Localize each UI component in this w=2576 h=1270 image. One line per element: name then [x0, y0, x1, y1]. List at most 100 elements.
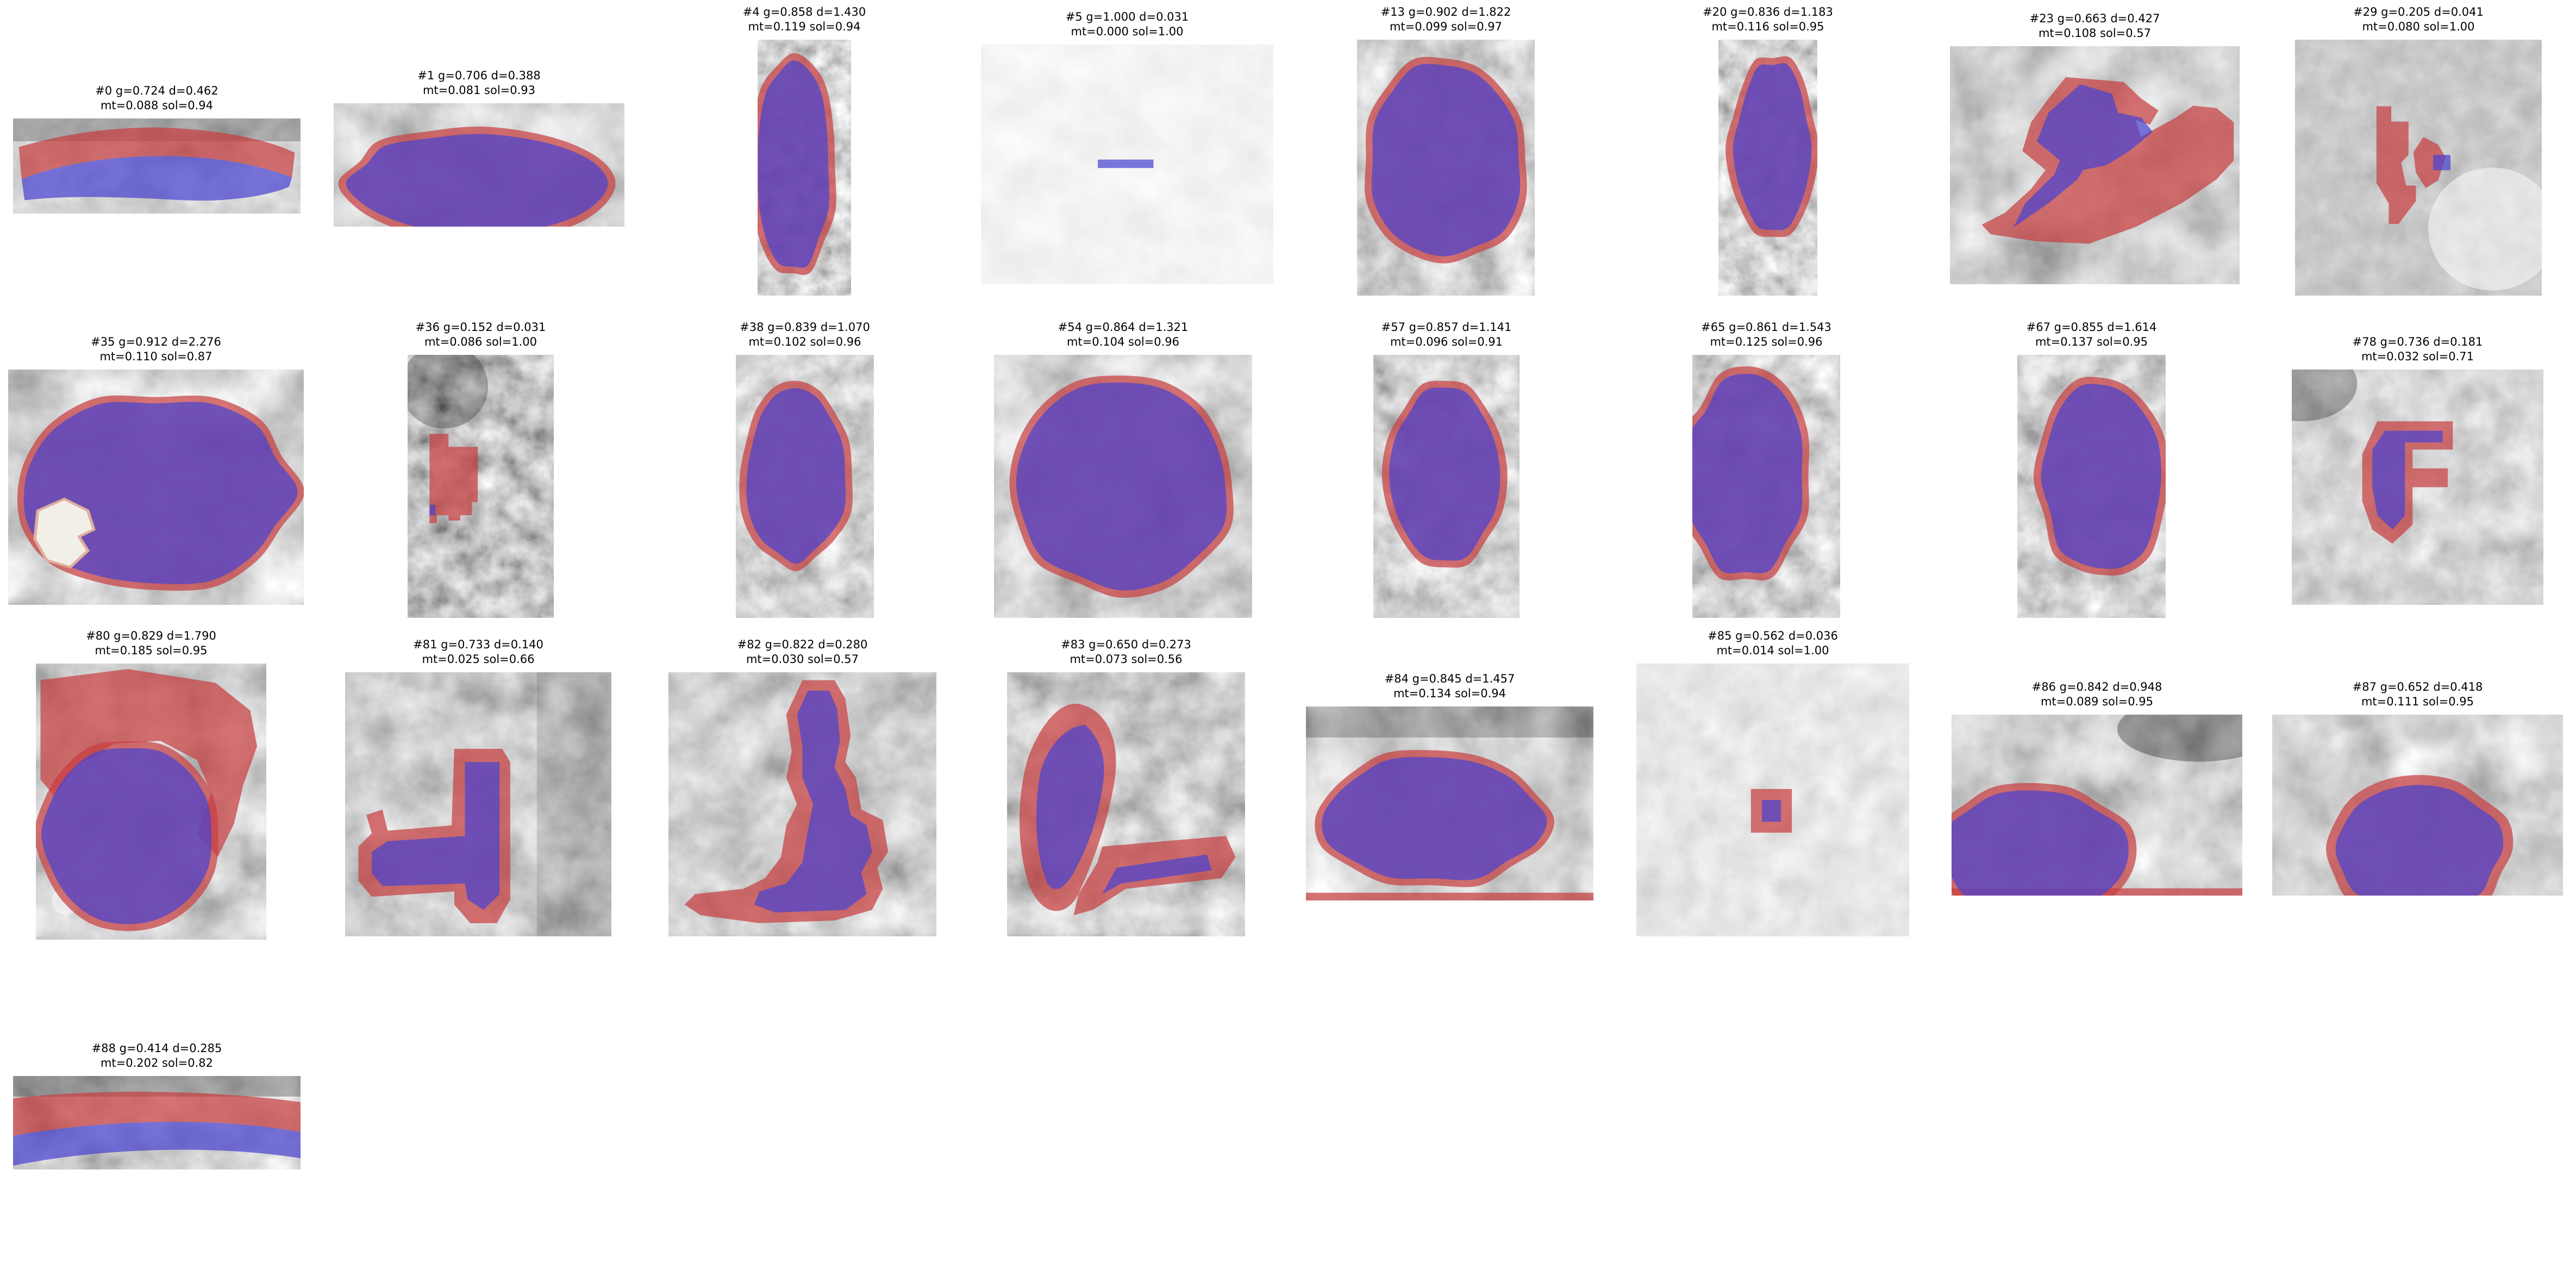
patch-78: #78 g=0.736 d=0.181 mt=0.032 sol=0.71 — [2292, 335, 2543, 605]
em-micrograph-patch — [981, 45, 1273, 284]
patch-metrics-line2: mt=0.080 sol=1.00 — [2362, 20, 2475, 33]
segment-mask-overlay — [1322, 756, 1547, 880]
patch-4: #4 g=0.858 d=1.430 mt=0.119 sol=0.94 — [743, 5, 866, 296]
patch-label: #5 g=1.000 d=0.031 mt=0.000 sol=1.00 — [1066, 10, 1189, 39]
patch-65: #65 g=0.861 d=1.543 mt=0.125 sol=0.96 — [1692, 321, 1840, 618]
segment-mask-overlay — [2335, 785, 2504, 896]
em-micrograph-patch — [408, 355, 554, 618]
em-micrograph-patch — [1007, 672, 1245, 936]
patch-metrics-line1: #29 g=0.205 d=0.041 — [2353, 5, 2484, 18]
patch-86: #86 g=0.842 d=0.948 mt=0.089 sol=0.95 — [1952, 680, 2242, 896]
patch-label: #57 g=0.857 d=1.141 mt=0.096 sol=0.91 — [1381, 320, 1512, 349]
patch-label: #67 g=0.855 d=1.614 mt=0.137 sol=0.95 — [2027, 320, 2157, 349]
patch-metrics-line1: #23 g=0.663 d=0.427 — [2029, 12, 2160, 25]
patch-83: #83 g=0.650 d=0.273 mt=0.073 sol=0.56 — [1007, 638, 1245, 936]
em-micrograph-patch — [758, 40, 851, 296]
patch-label: #35 g=0.912 d=2.276 mt=0.110 sol=0.87 — [91, 335, 221, 364]
patch-metrics-line2: mt=0.110 sol=0.87 — [99, 350, 212, 363]
em-micrograph-patch — [1357, 40, 1535, 296]
patch-metrics-line1: #81 g=0.733 d=0.140 — [413, 638, 543, 651]
segment-mask-overlay — [2041, 384, 2161, 569]
patch-label: #87 g=0.652 d=0.418 mt=0.111 sol=0.95 — [2353, 680, 2483, 709]
mask-hole-overlay — [33, 497, 96, 569]
boundary-band-overlay — [18, 127, 295, 179]
patch-metrics-line2: mt=0.025 sol=0.66 — [422, 653, 535, 666]
segment-mask-overlay — [13, 1122, 301, 1166]
patch-metrics-line1: #36 g=0.152 d=0.031 — [415, 321, 546, 334]
patch-label: #29 g=0.205 d=0.041 mt=0.080 sol=1.00 — [2353, 5, 2484, 34]
boundary-band-overlay — [1306, 892, 1593, 900]
patch-label: #86 g=0.842 d=0.948 mt=0.089 sol=0.95 — [2032, 680, 2162, 709]
boundary-band-overlay — [13, 1091, 301, 1136]
segment-mask-overlay — [2372, 430, 2443, 530]
patch-20: #20 g=0.836 d=1.183 mt=0.116 sol=0.95 — [1703, 5, 1833, 296]
patch-metrics-line2: mt=0.111 sol=0.95 — [2361, 695, 2474, 708]
em-micrograph-patch — [1636, 664, 1909, 936]
patch-metrics-line1: #67 g=0.855 d=1.614 — [2026, 321, 2157, 334]
patch-metrics-line2: mt=0.102 sol=0.96 — [748, 335, 861, 348]
patch-metrics-line2: mt=0.099 sol=0.97 — [1389, 20, 1503, 33]
segment-mask-overlay — [1761, 800, 1781, 822]
boundary-band-overlay — [429, 434, 478, 523]
segment-mask-overlay — [41, 748, 212, 924]
segment-mask-overlay — [23, 402, 298, 584]
patch-metrics-line2: mt=0.030 sol=0.57 — [746, 653, 859, 666]
patch-metrics-line1: #4 g=0.858 d=1.430 — [742, 5, 866, 18]
patch-metrics-line2: mt=0.073 sol=0.56 — [1070, 653, 1183, 666]
patch-metrics-line2: mt=0.032 sol=0.71 — [2361, 350, 2474, 363]
patch-35: #35 g=0.912 d=2.276 mt=0.110 sol=0.87 — [8, 335, 304, 605]
patch-5: #5 g=1.000 d=0.031 mt=0.000 sol=1.00 — [981, 10, 1273, 284]
patch-36: #36 g=0.152 d=0.031 mt=0.086 sol=1.00 — [408, 321, 554, 618]
patch-metrics-line1: #84 g=0.845 d=1.457 — [1384, 672, 1515, 685]
em-micrograph-patch — [13, 1076, 301, 1169]
em-micrograph-patch — [668, 672, 936, 936]
patch-metrics-line1: #13 g=0.902 d=1.822 — [1380, 5, 1511, 18]
patch-metrics-line1: #20 g=0.836 d=1.183 — [1703, 5, 1833, 18]
em-micrograph-patch — [2272, 715, 2563, 896]
segment-mask-overlay — [1952, 790, 2129, 896]
segment-mask-overlay — [754, 691, 872, 913]
segment-mask-overlay — [746, 388, 846, 564]
patch-label: #80 g=0.829 d=1.790 mt=0.185 sol=0.95 — [86, 629, 216, 658]
segment-mask-overlay — [758, 60, 830, 268]
em-micrograph-patch — [736, 355, 874, 618]
patch-label: #88 g=0.414 d=0.285 mt=0.202 sol=0.82 — [92, 1041, 222, 1071]
segment-mask-overlay — [1102, 854, 1212, 894]
patch-label: #36 g=0.152 d=0.031 mt=0.086 sol=1.00 — [416, 320, 546, 349]
patch-38: #38 g=0.839 d=1.070 mt=0.102 sol=0.96 — [736, 321, 874, 618]
patch-label: #4 g=0.858 d=1.430 mt=0.119 sol=0.94 — [743, 5, 866, 34]
em-micrograph-patch — [13, 118, 301, 214]
texture-shade — [2292, 370, 2358, 422]
segment-mask-overlay — [2014, 84, 2153, 227]
patch-label: #82 g=0.822 d=0.280 mt=0.030 sol=0.57 — [737, 637, 868, 667]
segment-mask-overlay — [1036, 725, 1104, 889]
texture-shade — [1306, 706, 1593, 738]
boundary-band-overlay — [2376, 106, 2416, 224]
patch-label: #0 g=0.724 d=0.462 mt=0.088 sol=0.94 — [95, 84, 218, 113]
segment-mask-overlay — [1016, 382, 1227, 591]
segment-mask-overlay — [2433, 154, 2451, 171]
patch-metrics-line2: mt=0.096 sol=0.91 — [1390, 335, 1503, 348]
patch-metrics-line1: #83 g=0.650 d=0.273 — [1061, 638, 1191, 651]
patch-67: #67 g=0.855 d=1.614 mt=0.137 sol=0.95 — [2017, 321, 2166, 618]
texture-shade — [2428, 167, 2542, 291]
texture-shade — [408, 355, 488, 429]
patch-metrics-line2: mt=0.116 sol=0.95 — [1711, 20, 1824, 33]
patch-85: #85 g=0.562 d=0.036 mt=0.014 sol=1.00 — [1636, 629, 1909, 936]
segment-mask-overlay — [372, 762, 500, 910]
patch-88: #88 g=0.414 d=0.285 mt=0.202 sol=0.82 — [13, 1042, 301, 1169]
patch-metrics-line1: #88 g=0.414 d=0.285 — [91, 1042, 222, 1055]
segment-mask-overlay — [1389, 387, 1500, 561]
patch-metrics-line1: #35 g=0.912 d=2.276 — [91, 335, 221, 348]
segment-mask-overlay — [1733, 63, 1812, 230]
patch-metrics-line1: #86 g=0.842 d=0.948 — [2031, 680, 2162, 693]
segment-mask-overlay — [1098, 159, 1154, 168]
patch-label: #78 g=0.736 d=0.181 mt=0.032 sol=0.71 — [2353, 335, 2483, 364]
em-micrograph-patch — [1952, 715, 2242, 896]
patch-metrics-line1: #57 g=0.857 d=1.141 — [1381, 321, 1512, 334]
patch-metrics-line1: #78 g=0.736 d=0.181 — [2352, 335, 2483, 348]
em-micrograph-patch — [8, 370, 304, 605]
patch-84: #84 g=0.845 d=1.457 mt=0.134 sol=0.94 — [1306, 672, 1593, 900]
texture-shade — [2117, 715, 2242, 762]
patch-1: #1 g=0.706 d=0.388 mt=0.081 sol=0.93 — [334, 69, 624, 227]
